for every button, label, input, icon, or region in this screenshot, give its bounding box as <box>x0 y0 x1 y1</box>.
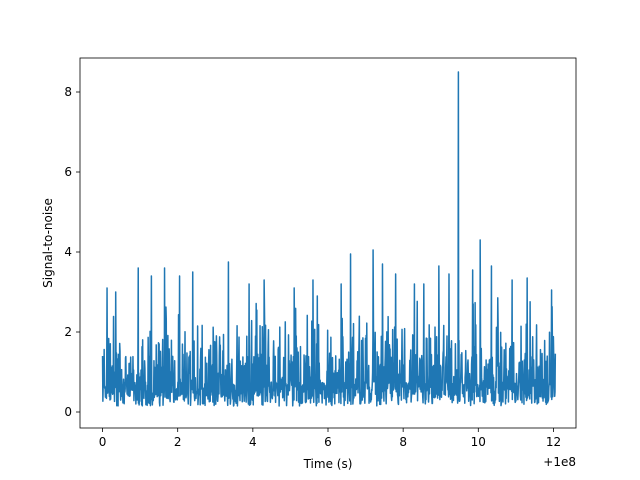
x-axis-ticks: 0 2 4 6 8 10 12 <box>99 428 561 449</box>
x-tick-label: 12 <box>546 435 561 449</box>
x-tick-label: 8 <box>399 435 407 449</box>
x-tick-label: 2 <box>174 435 182 449</box>
plot-area <box>101 71 557 407</box>
y-axis-label: Signal-to-noise <box>41 198 55 288</box>
y-tick-label: 4 <box>64 245 72 259</box>
x-axis-offset-label: +1e8 <box>543 455 576 469</box>
x-tick-label: 0 <box>99 435 107 449</box>
y-tick-label: 6 <box>64 165 72 179</box>
y-tick-label: 8 <box>64 85 72 99</box>
x-axis-label: Time (s) <box>303 457 353 471</box>
x-tick-label: 10 <box>471 435 486 449</box>
snr-series-line <box>101 71 557 407</box>
y-tick-label: 0 <box>64 405 72 419</box>
x-tick-label: 6 <box>324 435 332 449</box>
y-tick-label: 2 <box>64 325 72 339</box>
x-tick-label: 4 <box>249 435 257 449</box>
y-axis-ticks: 0 2 4 6 8 <box>64 85 80 419</box>
